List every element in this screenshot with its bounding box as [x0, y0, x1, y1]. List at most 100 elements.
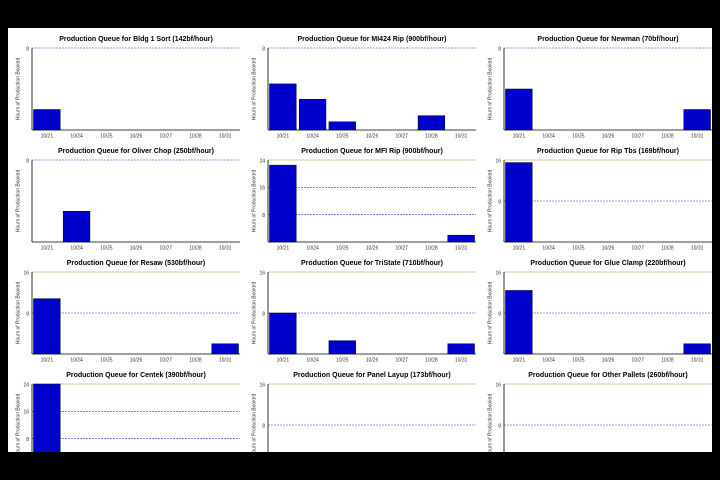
y-tick-label: 8 — [498, 199, 501, 205]
bar — [269, 164, 297, 243]
x-tick-label: 10/21 — [513, 133, 526, 139]
chart-title: Production Queue for Resaw (530bf/hour) — [67, 260, 205, 267]
y-axis-label: Hours of Production Booked — [251, 58, 257, 121]
bar — [33, 109, 61, 131]
x-tick-label: 10/21 — [277, 245, 290, 251]
y-tick-label: 8 — [262, 423, 265, 429]
x-tick-label: 10/25 — [100, 133, 113, 139]
x-tick-label: 10/24 — [306, 357, 319, 363]
x-tick-label: 10/25 — [336, 357, 349, 363]
bar — [447, 343, 475, 355]
y-tick-label: 8 — [262, 311, 265, 317]
x-tick-label: 10/28 — [661, 245, 674, 251]
y-tick-label: 8 — [498, 423, 501, 429]
chart-title: Production Queue for Centek (390bf/hour) — [66, 372, 206, 379]
y-tick-label: 8 — [262, 213, 265, 219]
y-tick-label: 8 — [26, 158, 29, 164]
x-tick-label: 10/26 — [366, 133, 379, 139]
x-tick-label: 10/26 — [130, 245, 143, 251]
y-tick-label: 8 — [26, 46, 29, 52]
x-tick-label: 10/21 — [513, 245, 526, 251]
x-tick-label: 10/31 — [691, 133, 704, 139]
x-tick-label: 10/21 — [513, 357, 526, 363]
bar — [328, 121, 356, 131]
bar — [269, 83, 297, 131]
y-tick-label: 8 — [26, 311, 29, 317]
y-axis-label: Hours of Production Booked — [487, 170, 493, 233]
x-tick-label: 10/27 — [631, 357, 644, 363]
x-tick-label: 10/28 — [661, 133, 674, 139]
x-tick-label: 10/25 — [572, 245, 585, 251]
chart-title: Production Queue for MI424 Rip (900bf/ho… — [298, 36, 447, 43]
bar — [505, 88, 533, 131]
bar — [328, 340, 356, 355]
bar — [269, 312, 297, 355]
y-tick-label: 24 — [23, 382, 29, 388]
x-tick-label: 10/21 — [41, 245, 54, 251]
bar — [447, 234, 475, 243]
y-tick-label: 16 — [495, 382, 501, 388]
y-tick-label: 8 — [262, 46, 265, 52]
x-tick-label: 10/21 — [41, 133, 54, 139]
chart-title: Production Queue for Other Pallets (260b… — [528, 372, 687, 379]
x-tick-label: 10/26 — [130, 133, 143, 139]
y-tick-label: 16 — [259, 382, 265, 388]
x-tick-label: 10/24 — [70, 133, 83, 139]
x-tick-label: 10/31 — [219, 357, 232, 363]
chart-title: Production Queue for Glue Clamp (220bf/h… — [530, 260, 685, 267]
y-tick-label: 16 — [495, 270, 501, 276]
x-tick-label: 10/24 — [70, 357, 83, 363]
chart-title: Production Queue for Rip Tbs (169bf/hour… — [537, 148, 679, 155]
bar — [33, 383, 61, 452]
x-tick-label: 10/28 — [189, 133, 202, 139]
y-tick-label: 16 — [23, 410, 29, 416]
x-tick-label: 10/27 — [395, 245, 408, 251]
x-tick-label: 10/24 — [542, 357, 555, 363]
x-tick-label: 10/26 — [602, 357, 615, 363]
chart-title: Production Queue for Panel Layup (173bf/… — [293, 372, 451, 379]
bar — [417, 115, 446, 131]
x-tick-label: 10/24 — [306, 133, 319, 139]
chart-title: Production Queue for Newman (70bf/hour) — [537, 36, 678, 43]
y-tick-label: 16 — [495, 158, 501, 164]
x-tick-label: 10/27 — [159, 133, 172, 139]
y-axis-label: Hours of Production Booked — [15, 282, 21, 345]
bar — [211, 343, 239, 355]
x-tick-label: 10/28 — [425, 245, 438, 251]
x-tick-label: 10/31 — [455, 357, 468, 363]
y-axis-label: Hours of Production Booked — [15, 394, 21, 457]
x-tick-label: 10/27 — [159, 245, 172, 251]
y-tick-label: 16 — [259, 270, 265, 276]
y-axis-label: Hours of Production Booked — [487, 282, 493, 345]
x-tick-label: 10/27 — [159, 357, 172, 363]
x-tick-label: 10/31 — [455, 133, 468, 139]
charts: Production Queue for Bldg 1 Sort (142bf/… — [15, 36, 712, 457]
x-tick-label: 10/28 — [189, 357, 202, 363]
x-tick-label: 10/31 — [219, 245, 232, 251]
y-tick-label: 24 — [259, 158, 265, 164]
bar — [33, 298, 61, 355]
y-axis-label: Hours of Production Booked — [251, 282, 257, 345]
x-tick-label: 10/25 — [100, 357, 113, 363]
x-tick-label: 10/26 — [602, 133, 615, 139]
x-tick-label: 10/25 — [336, 133, 349, 139]
y-tick-label: 8 — [498, 311, 501, 317]
x-tick-label: 10/31 — [691, 357, 704, 363]
y-tick-label: 8 — [26, 437, 29, 443]
chart-title: Production Queue for Bldg 1 Sort (142bf/… — [59, 36, 213, 43]
x-tick-label: 10/25 — [572, 357, 585, 363]
x-tick-label: 10/27 — [395, 133, 408, 139]
bar — [298, 99, 327, 131]
x-tick-label: 10/28 — [425, 357, 438, 363]
x-tick-label: 10/26 — [366, 357, 379, 363]
y-tick-label: 8 — [498, 46, 501, 52]
bar — [505, 162, 533, 243]
x-tick-label: 10/26 — [366, 245, 379, 251]
y-tick-label: 16 — [259, 186, 265, 192]
y-tick-label: 16 — [23, 270, 29, 276]
x-tick-label: 10/31 — [691, 245, 704, 251]
y-axis-label: Hours of Production Booked — [251, 170, 257, 233]
bar — [683, 109, 711, 131]
